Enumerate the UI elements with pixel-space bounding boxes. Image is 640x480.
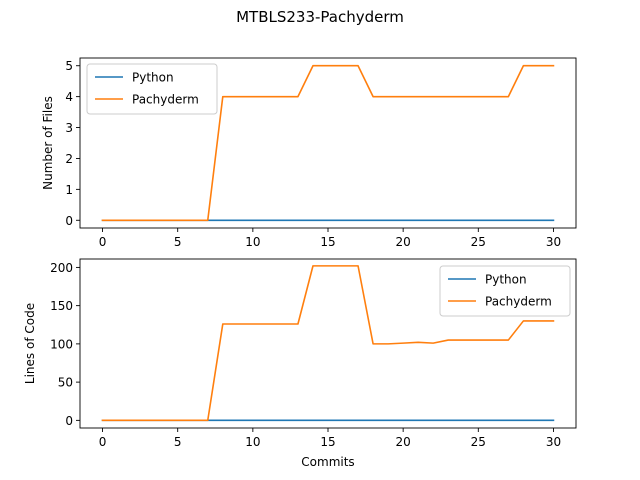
y-tick-label: 150	[50, 299, 73, 313]
y-tick-label: 100	[50, 337, 73, 351]
subplot-2: 0 5 10 15 20 25 30 0 50 100 150 200 Lines of Code Com…	[23, 258, 577, 469]
legend-label-python: Python	[485, 273, 527, 287]
y-tick-label: 3	[65, 121, 73, 135]
x-tick-label: 20	[396, 235, 411, 249]
x-tick-label: 10	[245, 435, 260, 449]
legend: Python Pachyderm	[439, 265, 571, 317]
x-tick-label: 20	[396, 435, 411, 449]
y-tick-label: 5	[65, 59, 73, 73]
x-axis-label: Commits	[301, 455, 354, 469]
y-tick-label: 50	[58, 376, 73, 390]
x-tick-label: 30	[546, 235, 561, 249]
y-tick-label: 0	[65, 414, 73, 428]
y-tick-label: 1	[65, 183, 73, 197]
series-line-pachyderm	[101, 265, 555, 422]
x-tick-label: 25	[471, 435, 486, 449]
legend-label-pachyderm: Pachyderm	[132, 93, 199, 107]
x-tick-label: 5	[174, 235, 182, 249]
y-tick-label: 0	[65, 214, 73, 228]
legend-label-python: Python	[132, 71, 174, 85]
figure-title: MTBLS233-Pachyderm	[236, 8, 404, 26]
y-axis-label: Number of Files	[41, 96, 55, 190]
x-tick-label: 15	[320, 435, 335, 449]
series-line-pachyderm	[101, 64, 555, 222]
y-tick-label: 4	[65, 90, 73, 104]
x-tick-label: 25	[471, 235, 486, 249]
x-tick-label: 30	[546, 435, 561, 449]
x-tick-label: 10	[245, 235, 260, 249]
x-tick-label: 5	[174, 435, 182, 449]
x-tick-label: 0	[99, 235, 107, 249]
legend-label-pachyderm: Pachyderm	[485, 295, 552, 309]
x-tick-label: 15	[320, 235, 335, 249]
legend: Python Pachyderm	[86, 63, 218, 115]
x-tick-label: 0	[99, 435, 107, 449]
y-tick-label: 200	[50, 261, 73, 275]
y-tick-label: 2	[65, 152, 73, 166]
y-axis-label: Lines of Code	[23, 303, 37, 384]
